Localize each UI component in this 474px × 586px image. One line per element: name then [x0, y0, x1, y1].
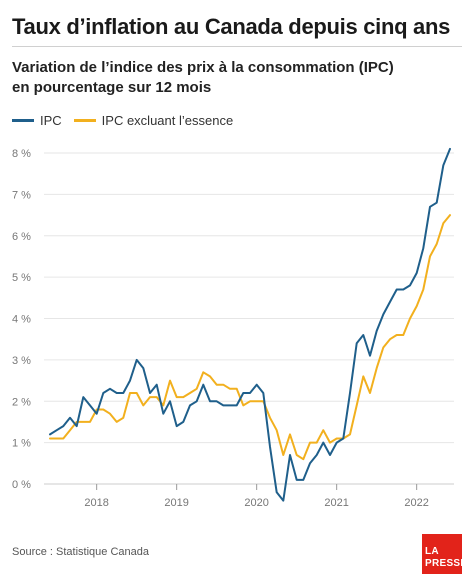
x-axis: 2018 2019 2020 2021 2022: [84, 484, 429, 509]
series-line-ipc-ex-gas: [49, 214, 451, 461]
y-tick-label-0: 0 %: [12, 479, 31, 491]
legend-label-ipc-ex-gas: IPC excluant l’essence: [101, 112, 234, 128]
title-divider: [12, 46, 462, 47]
series-lines: [49, 147, 451, 502]
y-tick-label-8: 8 %: [12, 148, 31, 160]
logo-text-la: LA: [425, 546, 439, 557]
x-tick-label-2020: 2020: [244, 497, 268, 509]
subtitle-line-2: en pourcentage sur 12 mois: [12, 79, 212, 96]
x-tick-label-2018: 2018: [84, 497, 108, 509]
x-tick-label-2019: 2019: [164, 497, 188, 509]
y-tick-label-2: 2 %: [12, 396, 31, 408]
y-tick-label-3: 3 %: [12, 355, 31, 367]
legend-item-ipc-ex-gas: IPC excluant l’essence: [73, 112, 234, 128]
x-tick-label-2021: 2021: [324, 497, 348, 509]
la-presse-logo: LA PRESSE: [422, 534, 468, 574]
series-line-ipc: [49, 147, 451, 502]
source-note: Source : Statistique Canada: [12, 546, 149, 558]
chart-title: Taux d’inflation au Canada depuis cinq a…: [12, 14, 451, 39]
y-tick-label-7: 7 %: [12, 189, 31, 201]
grid-lines: [44, 152, 454, 485]
legend-swatch-ipc: [12, 118, 34, 122]
y-tick-label-5: 5 %: [12, 272, 31, 284]
subtitle-line-1: Variation de l’indice des prix à la cons…: [12, 59, 394, 76]
y-axis-ticks: 0 % 1 % 2 % 3 % 4 % 5 % 6 % 7 % 8 %: [12, 148, 31, 491]
y-tick-label-6: 6 %: [12, 231, 31, 243]
legend-item-ipc: IPC: [12, 113, 62, 128]
y-tick-label-1: 1 %: [12, 438, 31, 450]
legend: IPC IPC excluant l’essence: [12, 110, 245, 130]
x-tick-label-2022: 2022: [404, 497, 428, 509]
legend-swatch-ipc-ex-gas: [73, 118, 96, 122]
y-tick-label-4: 4 %: [12, 314, 31, 326]
logo-text-presse: PRESSE: [425, 558, 468, 569]
legend-label-ipc: IPC: [40, 112, 62, 128]
chart-subtitle: Variation de l’indice des prix à la cons…: [12, 58, 462, 98]
